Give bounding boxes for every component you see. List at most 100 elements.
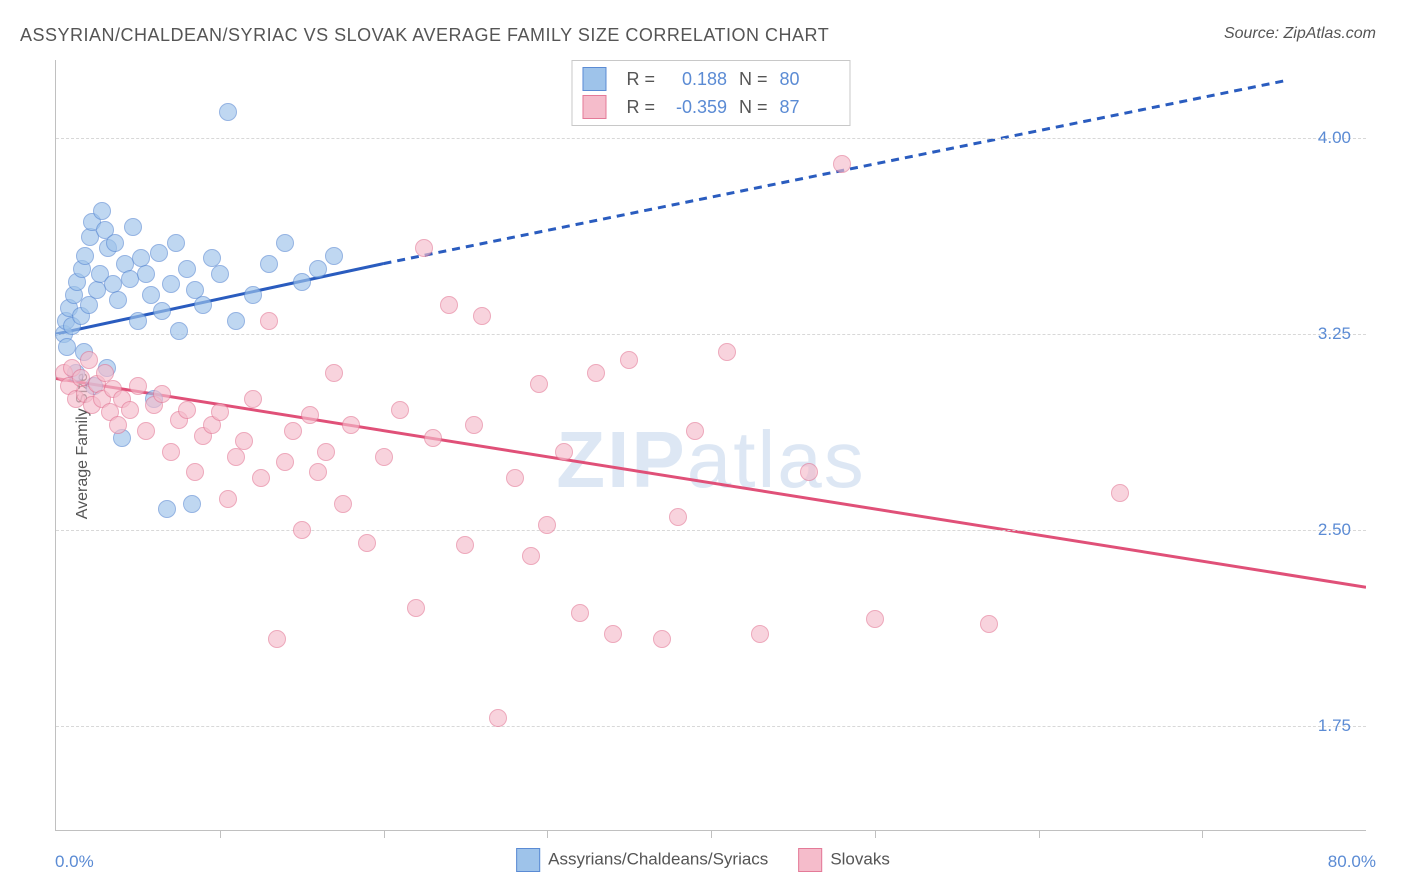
data-point-series-1 (76, 247, 94, 265)
r-label-1: R = (626, 69, 655, 90)
data-point-series-2 (440, 296, 458, 314)
data-point-series-2 (293, 521, 311, 539)
data-point-series-2 (555, 443, 573, 461)
data-point-series-2 (653, 630, 671, 648)
data-point-series-1 (183, 495, 201, 513)
data-point-series-1 (244, 286, 262, 304)
data-point-series-1 (178, 260, 196, 278)
legend-swatch-bottom-1 (516, 848, 540, 872)
data-point-series-1 (158, 500, 176, 518)
data-point-series-1 (309, 260, 327, 278)
data-point-series-2 (375, 448, 393, 466)
y-tick-label: 3.25 (1318, 324, 1351, 344)
data-point-series-2 (342, 416, 360, 434)
data-point-series-2 (252, 469, 270, 487)
legend-swatch-bottom-2 (798, 848, 822, 872)
x-tick (384, 830, 385, 838)
data-point-series-2 (162, 443, 180, 461)
data-point-series-2 (473, 307, 491, 325)
data-point-series-2 (334, 495, 352, 513)
chart-title: ASSYRIAN/CHALDEAN/SYRIAC VS SLOVAK AVERA… (20, 25, 829, 46)
regression-lines-svg (56, 60, 1366, 830)
data-point-series-1 (211, 265, 229, 283)
data-point-series-1 (129, 312, 147, 330)
data-point-series-2 (309, 463, 327, 481)
stats-row-series-1: R = 0.188 N = 80 (582, 65, 839, 93)
data-point-series-2 (465, 416, 483, 434)
stats-legend-box: R = 0.188 N = 80 R = -0.359 N = 87 (571, 60, 850, 126)
data-point-series-2 (235, 432, 253, 450)
r-value-1: 0.188 (667, 69, 727, 90)
x-tick (547, 830, 548, 838)
data-point-series-1 (137, 265, 155, 283)
data-point-series-2 (186, 463, 204, 481)
data-point-series-2 (109, 416, 127, 434)
x-axis-start-label: 0.0% (55, 852, 94, 872)
x-tick (875, 830, 876, 838)
plot-area: ZIPatlas R = 0.188 N = 80 R = -0.359 N =… (55, 60, 1366, 831)
data-point-series-1 (80, 296, 98, 314)
data-point-series-2 (219, 490, 237, 508)
data-point-series-2 (530, 375, 548, 393)
data-point-series-2 (751, 625, 769, 643)
data-point-series-2 (227, 448, 245, 466)
x-tick (1202, 830, 1203, 838)
data-point-series-1 (194, 296, 212, 314)
data-point-series-2 (686, 422, 704, 440)
data-point-series-2 (284, 422, 302, 440)
data-point-series-1 (93, 202, 111, 220)
data-point-series-2 (489, 709, 507, 727)
data-point-series-1 (153, 302, 171, 320)
data-point-series-2 (669, 508, 687, 526)
data-point-series-1 (150, 244, 168, 262)
data-point-series-2 (358, 534, 376, 552)
data-point-series-2 (587, 364, 605, 382)
n-label-2: N = (739, 97, 768, 118)
data-point-series-2 (1111, 484, 1129, 502)
data-point-series-1 (227, 312, 245, 330)
data-point-series-1 (109, 291, 127, 309)
data-point-series-2 (301, 406, 319, 424)
gridline-h (56, 726, 1366, 727)
x-tick (1039, 830, 1040, 838)
data-point-series-2 (800, 463, 818, 481)
y-tick-label: 4.00 (1318, 128, 1351, 148)
data-point-series-1 (293, 273, 311, 291)
data-point-series-2 (620, 351, 638, 369)
data-point-series-2 (178, 401, 196, 419)
data-point-series-2 (80, 351, 98, 369)
data-point-series-2 (833, 155, 851, 173)
data-point-series-2 (317, 443, 335, 461)
data-point-series-2 (268, 630, 286, 648)
data-point-series-1 (142, 286, 160, 304)
stats-row-series-2: R = -0.359 N = 87 (582, 93, 839, 121)
legend-label-1: Assyrians/Chaldeans/Syriacs (548, 849, 768, 868)
source-label: Source: ZipAtlas.com (1224, 25, 1376, 43)
legend-item-1: Assyrians/Chaldeans/Syriacs (516, 848, 768, 872)
data-point-series-2 (718, 343, 736, 361)
n-label-1: N = (739, 69, 768, 90)
legend-swatch-series-1 (582, 67, 606, 91)
data-point-series-1 (170, 322, 188, 340)
data-point-series-2 (325, 364, 343, 382)
data-point-series-2 (538, 516, 556, 534)
data-point-series-2 (424, 429, 442, 447)
data-point-series-2 (407, 599, 425, 617)
gridline-h (56, 334, 1366, 335)
x-tick (711, 830, 712, 838)
n-value-2: 87 (780, 97, 840, 118)
chart-container: ASSYRIAN/CHALDEAN/SYRIAC VS SLOVAK AVERA… (0, 0, 1406, 892)
y-tick-label: 2.50 (1318, 520, 1351, 540)
data-point-series-1 (121, 270, 139, 288)
data-point-series-1 (124, 218, 142, 236)
data-point-series-1 (88, 281, 106, 299)
data-point-series-2 (980, 615, 998, 633)
legend-swatch-series-2 (582, 95, 606, 119)
data-point-series-2 (244, 390, 262, 408)
data-point-series-2 (415, 239, 433, 257)
data-point-series-2 (153, 385, 171, 403)
data-point-series-2 (571, 604, 589, 622)
data-point-series-2 (522, 547, 540, 565)
data-point-series-2 (121, 401, 139, 419)
data-point-series-2 (456, 536, 474, 554)
